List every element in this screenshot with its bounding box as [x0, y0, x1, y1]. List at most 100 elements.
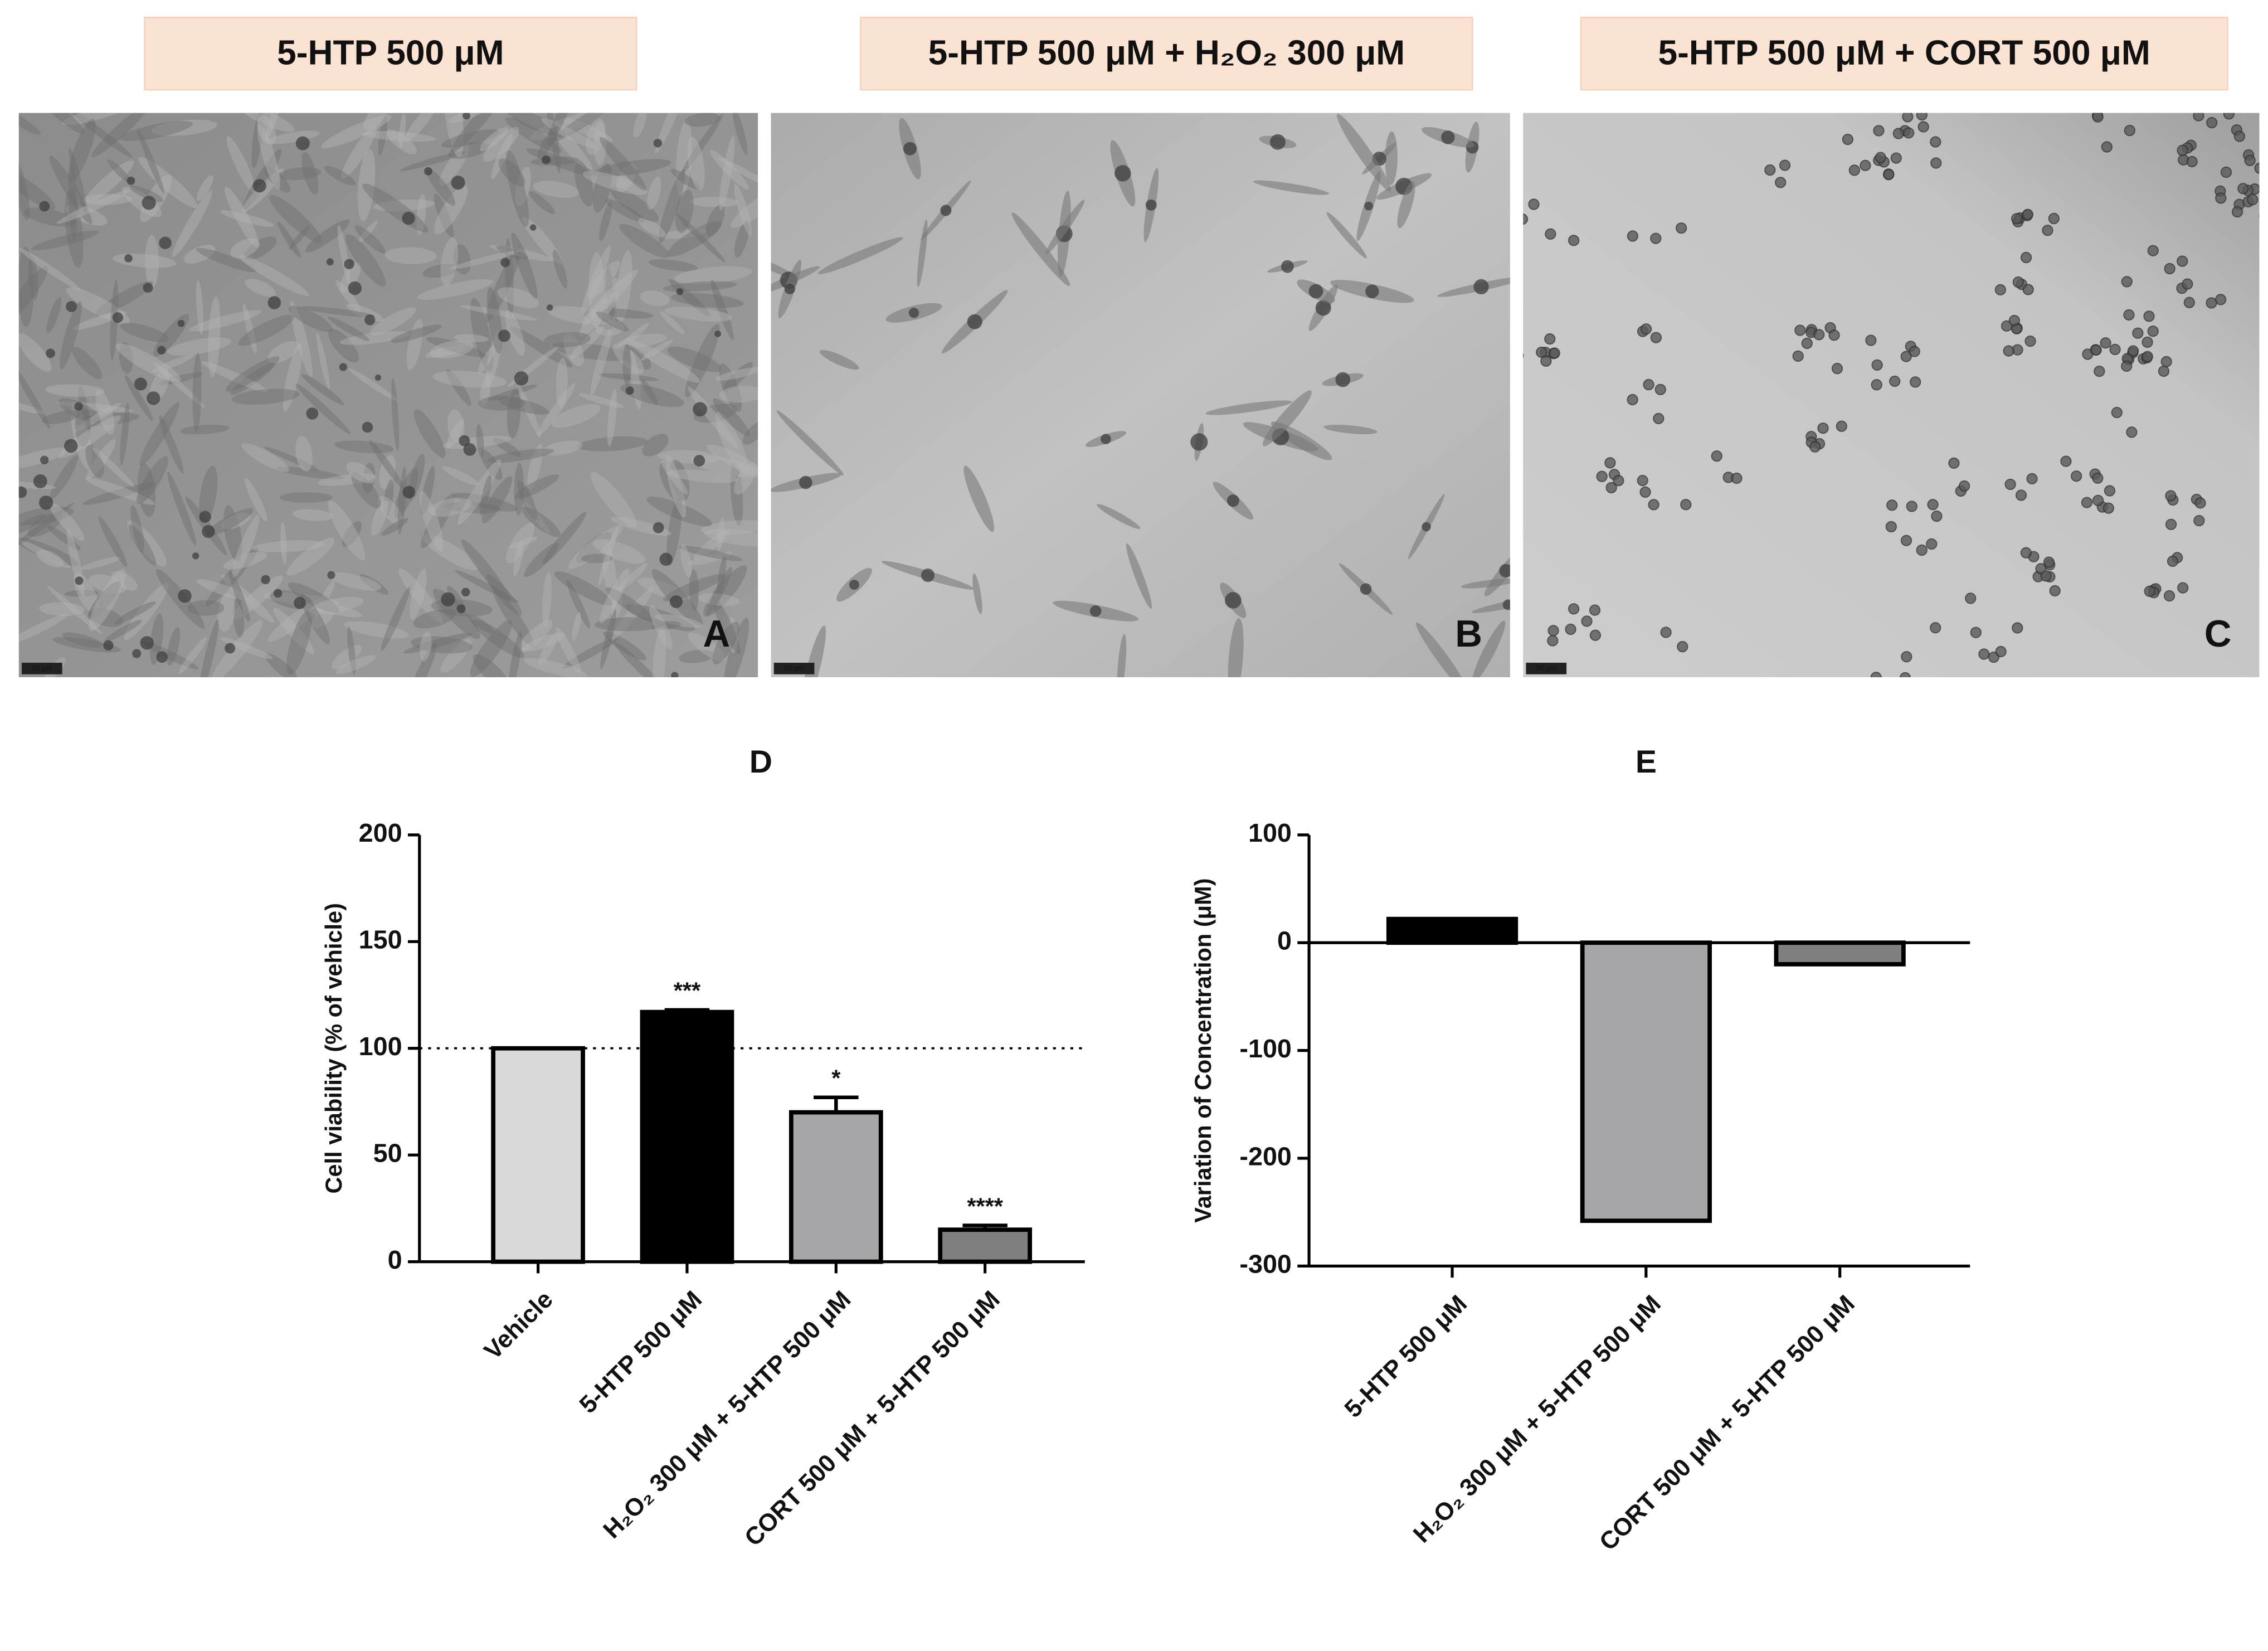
cell: [132, 649, 142, 658]
cell: [592, 163, 612, 213]
cell: [50, 455, 79, 500]
cell: [963, 465, 995, 532]
cell: [245, 278, 276, 297]
cell: [413, 409, 446, 458]
cell: [714, 367, 758, 381]
micrograph-cells: [1523, 113, 2260, 677]
cell: [31, 230, 99, 250]
cell: [2237, 183, 2249, 195]
cell: [1926, 538, 1938, 550]
cell: [546, 304, 553, 311]
cell: [1473, 279, 1489, 295]
cell: [522, 633, 566, 652]
cell: [314, 580, 335, 618]
cell: [411, 636, 473, 654]
cell: [2090, 344, 2102, 356]
cell: [2132, 327, 2144, 339]
cell: [241, 443, 289, 472]
cell: [158, 372, 203, 385]
cell: [2094, 366, 2105, 377]
cell: [2026, 473, 2038, 484]
cell: [556, 627, 582, 674]
cell: [2126, 426, 2138, 438]
cell: [667, 221, 722, 257]
cell: [92, 447, 134, 487]
cell: [1792, 350, 1804, 362]
cell: [514, 474, 559, 499]
cell: [723, 362, 753, 392]
cell: [1415, 622, 1468, 677]
cell: [1731, 472, 1743, 484]
cell: [139, 402, 179, 466]
cell: [328, 317, 370, 342]
cell: [151, 119, 217, 136]
cell: [481, 476, 513, 523]
cell: [88, 608, 124, 628]
cell: [706, 205, 725, 236]
cell: [688, 551, 732, 566]
cell: [381, 586, 411, 651]
cell: [351, 472, 381, 508]
cell: [2186, 156, 2198, 168]
cell: [506, 113, 566, 138]
cell: [2244, 154, 2256, 167]
bar: [789, 1110, 883, 1264]
cell: [664, 307, 733, 322]
cell: [1605, 482, 1617, 494]
cell: [505, 238, 514, 317]
y-tick-label: 100: [359, 1032, 402, 1061]
cell: [2142, 351, 2153, 362]
y-tick-label: 200: [359, 818, 402, 847]
y-axis-title: Variation of Concentration (μM): [1190, 878, 1216, 1223]
cell: [602, 540, 618, 608]
cell: [595, 321, 625, 336]
cell: [2259, 214, 2260, 218]
cell: [515, 167, 531, 206]
cell: [1228, 618, 1244, 677]
cell: [225, 356, 280, 392]
cell: [279, 167, 322, 181]
cell: [137, 463, 156, 517]
cell: [718, 157, 758, 192]
cell: [2040, 570, 2052, 582]
cell: [541, 155, 551, 164]
cell: [2092, 494, 2104, 506]
cell: [819, 349, 859, 370]
cell: [74, 402, 83, 411]
cell: [2012, 622, 2023, 634]
cell: [630, 341, 700, 383]
cell: [633, 113, 647, 138]
cell: [2011, 213, 2023, 225]
cell: [1764, 164, 1776, 176]
cell: [379, 455, 396, 489]
cell: [622, 344, 632, 386]
cell: [2012, 276, 2024, 288]
cell: [511, 232, 538, 299]
cell: [679, 546, 743, 561]
cell: [443, 502, 501, 514]
cell: [734, 221, 749, 258]
cell: [1677, 641, 1688, 653]
cell: [177, 319, 185, 327]
cell: [2177, 144, 2188, 156]
cell: [1568, 235, 1580, 246]
cell: [18, 502, 74, 549]
cell: [301, 306, 375, 317]
cell: [513, 540, 524, 576]
cell: [2164, 263, 2175, 275]
cell: [496, 245, 528, 260]
cell: [1902, 113, 1914, 123]
cell: [629, 350, 641, 410]
cell: [483, 127, 519, 162]
cell: [2127, 345, 2139, 357]
cell: [489, 245, 555, 262]
cell: [68, 165, 77, 241]
cell: [498, 397, 549, 415]
cell: [680, 544, 692, 578]
cell: [82, 482, 157, 506]
cell: [47, 525, 81, 551]
cell: [286, 537, 335, 576]
cell: [344, 621, 409, 639]
cell: [95, 389, 115, 435]
cell: [562, 637, 618, 669]
